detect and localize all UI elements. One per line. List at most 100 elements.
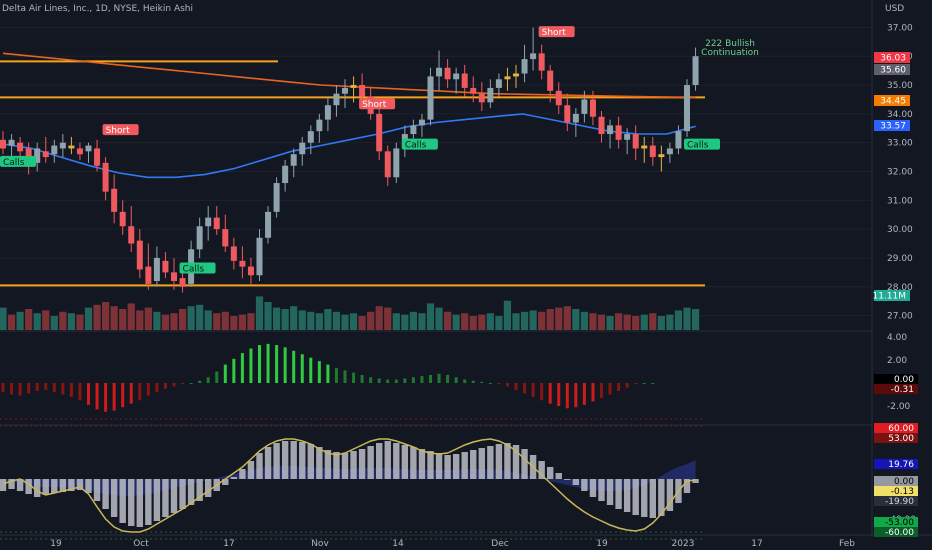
osc-histogram-bar: [512, 445, 520, 479]
macd-histogram-bar: [591, 383, 595, 402]
volume-bar: [7, 314, 16, 330]
osc-histogram-bar: [273, 443, 280, 479]
candle-body: [504, 76, 511, 80]
price-tick-label: 27.00: [887, 312, 913, 322]
macd-histogram-bar: [317, 361, 321, 383]
candle-body: [222, 229, 229, 247]
macd-histogram-bar: [61, 383, 65, 395]
time-axis[interactable]: 19 Oct 17 Nov 14 Dec 19 2023 17 Feb: [0, 534, 932, 549]
call-signal-badge: [179, 262, 216, 274]
candles: [0, 27, 699, 293]
osc-value-badge: [874, 517, 918, 527]
macd-histogram-bar: [215, 371, 219, 383]
candle-body: [632, 134, 639, 149]
volume-bar: [563, 306, 571, 330]
osc-histogram-bar: [85, 479, 92, 493]
osc-histogram-bar: [376, 443, 383, 479]
volume-bar: [290, 306, 298, 330]
osc-value-badge: [874, 486, 918, 496]
volume-bar: [469, 316, 477, 330]
volume-bar: [204, 310, 212, 330]
moving-average-line: [2, 52, 696, 99]
macd-histogram-bar: [283, 347, 287, 383]
price-badge: [874, 64, 910, 75]
candle-body: [0, 139, 6, 149]
osc-histogram-bar: [76, 479, 84, 490]
osc-histogram-bar: [649, 479, 656, 518]
candle-body: [8, 139, 15, 146]
time-tick-label: Oct: [133, 539, 149, 549]
candle-body: [384, 151, 391, 178]
osc-histogram-bar: [128, 479, 135, 526]
volume-bar: [503, 300, 512, 330]
candle-body: [607, 125, 614, 135]
symbol-title: Delta Air Lines, Inc., 1D, NYSE, Heikin …: [2, 4, 194, 14]
osc-histogram-bar: [264, 447, 272, 479]
volume-bar: [84, 307, 93, 330]
volume-bar: [478, 314, 486, 330]
macd-histogram-bar: [557, 383, 561, 406]
macd-histogram-bar: [121, 383, 125, 408]
macd-histogram-bar: [155, 383, 159, 393]
osc-histogram-bar: [307, 444, 314, 479]
candle-body: [76, 148, 83, 155]
candle-body: [34, 148, 41, 163]
volume-bar: [486, 313, 494, 330]
macd-histogram-bar: [352, 372, 356, 383]
volume-bar: [187, 306, 195, 330]
macd-histogram-bar: [69, 383, 73, 397]
candle-body: [675, 131, 682, 149]
osc-histogram-bar: [290, 441, 297, 479]
candle-body: [453, 73, 460, 80]
macd-histogram-bar: [360, 374, 364, 383]
osc-histogram-bar: [418, 449, 426, 479]
macd-tick-label: -2.00: [887, 402, 911, 412]
osc-histogram-bar: [658, 479, 665, 516]
osc-histogram-bar: [51, 479, 58, 493]
volume-bar: [452, 314, 460, 330]
candle-body: [59, 142, 66, 149]
macd-histogram-bar: [334, 368, 338, 383]
volume-bar: [597, 314, 606, 330]
osc-histogram-bar: [196, 479, 203, 501]
price-tick-label: 34.00: [887, 110, 913, 120]
short-signal-label: Short: [542, 28, 567, 38]
candle-body: [427, 76, 434, 120]
oscillator-pane: [0, 418, 705, 540]
candle-body: [111, 188, 118, 212]
macd-histogram-bar: [582, 383, 586, 405]
macd-histogram-bar: [600, 383, 603, 398]
macd-histogram-bar: [497, 383, 501, 385]
macd-histogram-bar: [78, 383, 82, 401]
macd-histogram-bar: [87, 383, 90, 405]
osc-histogram-bar: [333, 452, 340, 479]
candle-body: [85, 145, 92, 152]
macd-histogram-bar: [172, 383, 176, 387]
candle-body: [230, 246, 237, 261]
macd-histogram-bar: [27, 383, 31, 394]
short-signal-badge: [538, 26, 575, 38]
volume-bar: [401, 314, 409, 330]
candle-body: [658, 154, 665, 158]
osc-histogram-bar: [683, 479, 691, 493]
candle-body: [393, 148, 400, 178]
call-signal-label: Calls: [405, 141, 427, 151]
osc-histogram-bar: [598, 479, 605, 501]
candle-body: [624, 134, 631, 140]
volume-bar: [674, 310, 683, 330]
macd-histogram-bar: [608, 383, 612, 395]
price-badge-text: 36.03: [880, 54, 906, 64]
candle-body: [649, 145, 656, 158]
candle-body: [530, 53, 537, 60]
short-signal-badge: [359, 98, 396, 110]
osc-histogram-bar: [170, 479, 178, 513]
call-signal-label: Calls: [687, 141, 709, 151]
macd-histogram-bar: [488, 383, 492, 384]
macd-histogram-bar: [369, 377, 373, 383]
macd-tick-label: 2.00: [887, 356, 907, 366]
volume-bar: [606, 316, 614, 330]
macd-value-badge: [874, 374, 918, 384]
volume-bar: [238, 314, 246, 330]
volume-bar: [649, 313, 657, 330]
